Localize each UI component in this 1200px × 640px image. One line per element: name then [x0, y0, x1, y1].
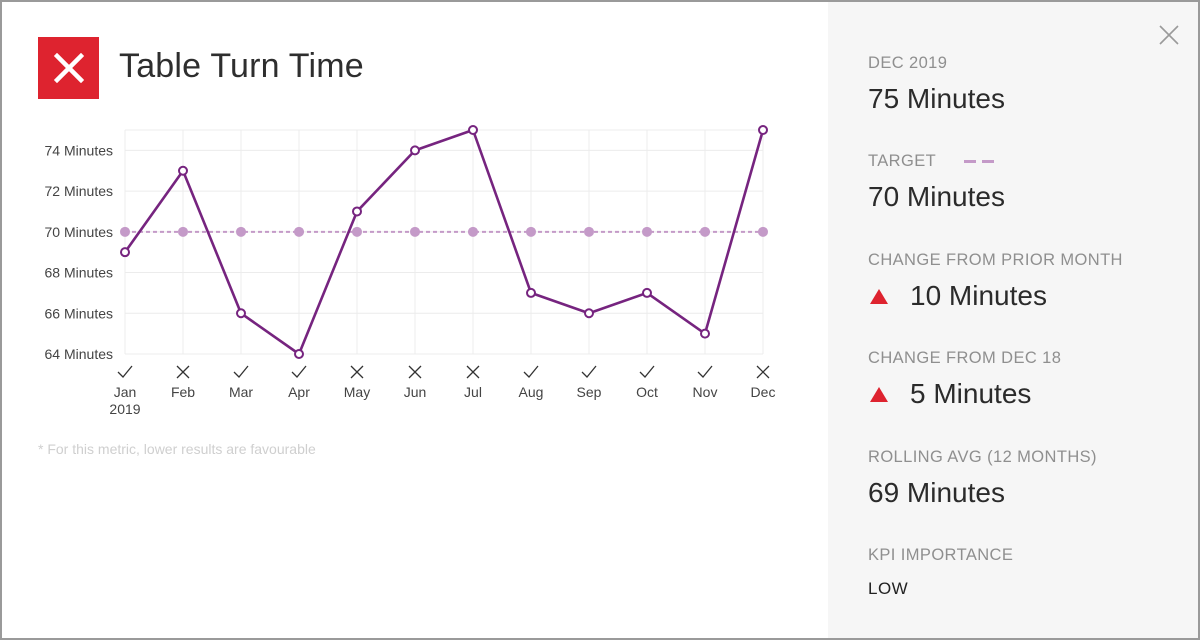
data-point[interactable]: [758, 125, 768, 135]
x-tick-label: Nov: [693, 384, 718, 400]
stat-value: 69 Minutes: [868, 477, 1005, 508]
x-tick-label: Oct: [636, 384, 658, 400]
target-point: [410, 226, 420, 237]
x-tick-sublabel: 2019: [109, 401, 140, 417]
line-chart: 64 Minutes 66 Minutes 68 Minutes 70 Minutes…: [45, 125, 776, 417]
x-tick-label: Aug: [519, 384, 544, 400]
target-point: [468, 226, 478, 237]
stat-current: DEC 2019 75 Minutes: [868, 54, 1005, 115]
data-point[interactable]: [178, 165, 188, 176]
stat-value: 5 Minutes: [868, 378, 1061, 410]
check-icon: [639, 365, 655, 378]
stat-label: KPI IMPORTANCE: [868, 546, 1014, 564]
x-tick-label: Jul: [464, 384, 482, 400]
target-legend-dash-icon: [964, 160, 995, 163]
target-point: [178, 226, 188, 237]
stat-label: CHANGE FROM DEC 18: [868, 349, 1062, 367]
stat-value: 10 Minutes: [868, 280, 1123, 312]
data-point[interactable]: [642, 287, 652, 298]
target-point: [700, 226, 710, 237]
stat-label: ROLLING AVG (12 MONTHS): [868, 448, 1097, 466]
data-point[interactable]: [120, 247, 130, 258]
change-value: 10 Minutes: [910, 280, 1047, 311]
footnote: * For this metric, lower results are fav…: [38, 441, 316, 457]
x-tick-label: Jan: [114, 384, 137, 400]
stat-label: DEC 2019: [868, 54, 948, 72]
x-tick-label: Feb: [171, 384, 195, 400]
status-badge: [38, 37, 99, 99]
x-tick-label: Mar: [229, 384, 253, 400]
data-point[interactable]: [526, 287, 536, 298]
y-tick-label: 68 Minutes: [45, 265, 113, 281]
check-icon: [233, 365, 249, 378]
data-point[interactable]: [700, 328, 710, 339]
close-button[interactable]: [1158, 24, 1180, 46]
target-point: [584, 226, 594, 237]
y-tick-label: 74 Minutes: [45, 142, 113, 158]
data-point[interactable]: [584, 308, 594, 319]
y-tick-label: 70 Minutes: [45, 224, 113, 240]
x-tick-label: Dec: [751, 384, 776, 400]
stat-label: CHANGE FROM PRIOR MONTH: [868, 251, 1123, 269]
stat-change-prior-month: CHANGE FROM PRIOR MONTH 10 Minutes: [868, 251, 1123, 312]
stat-rolling-avg: ROLLING AVG (12 MONTHS) 69 Minutes: [868, 448, 1097, 509]
stat-value: 75 Minutes: [868, 83, 1005, 114]
target-point: [294, 226, 304, 237]
x-tick-label: Jun: [404, 384, 427, 400]
stat-change-year: CHANGE FROM DEC 18 5 Minutes: [868, 349, 1061, 410]
stat-value: 70 Minutes: [868, 181, 1005, 212]
close-icon: [1159, 25, 1179, 45]
target-point: [758, 226, 768, 237]
cross-icon: [756, 365, 770, 379]
cross-icon: [408, 365, 422, 379]
target-label: TARGET: [868, 152, 937, 170]
x-tick-label: May: [344, 384, 370, 400]
arrow-up-icon: [870, 288, 888, 304]
arrow-up-icon: [870, 386, 888, 402]
check-icon: [117, 365, 133, 378]
x-tick-label: Apr: [288, 384, 310, 400]
check-icon: [291, 365, 307, 378]
importance-value: LOW: [868, 579, 909, 598]
target-point: [120, 226, 130, 237]
data-point[interactable]: [236, 308, 246, 319]
target-point: [236, 226, 246, 237]
data-point[interactable]: [352, 206, 362, 217]
page-title: Table Turn Time: [119, 47, 364, 85]
check-icon: [581, 365, 597, 378]
stats-sidebar: DEC 2019 75 Minutes TARGET 70 Minutes CH…: [828, 2, 1198, 638]
check-icon: [697, 365, 713, 378]
y-tick-label: 66 Minutes: [45, 305, 113, 321]
target-point: [526, 226, 536, 237]
stat-kpi-importance: KPI IMPORTANCE LOW: [868, 546, 1013, 599]
data-point[interactable]: [468, 125, 478, 135]
stat-label: TARGET: [868, 152, 1005, 171]
chart-panel: Table Turn Time 64 Minutes 66 Minutes 68 M…: [2, 2, 828, 638]
cross-icon: [350, 365, 364, 379]
y-tick-label: 72 Minutes: [45, 183, 113, 199]
stat-target: TARGET 70 Minutes: [868, 152, 1005, 213]
change-value: 5 Minutes: [910, 378, 1032, 409]
target-point: [642, 226, 652, 237]
cross-icon: [176, 365, 190, 379]
chart-grid: [124, 129, 764, 355]
check-icon: [523, 365, 539, 378]
x-tick-label: Sep: [577, 384, 602, 400]
data-point[interactable]: [294, 349, 304, 359]
target-point: [352, 226, 362, 237]
y-tick-label: 64 Minutes: [45, 346, 113, 362]
cross-icon: [466, 365, 480, 379]
cross-icon: [53, 53, 84, 83]
data-point[interactable]: [410, 145, 420, 156]
actual-line: [123, 128, 765, 356]
